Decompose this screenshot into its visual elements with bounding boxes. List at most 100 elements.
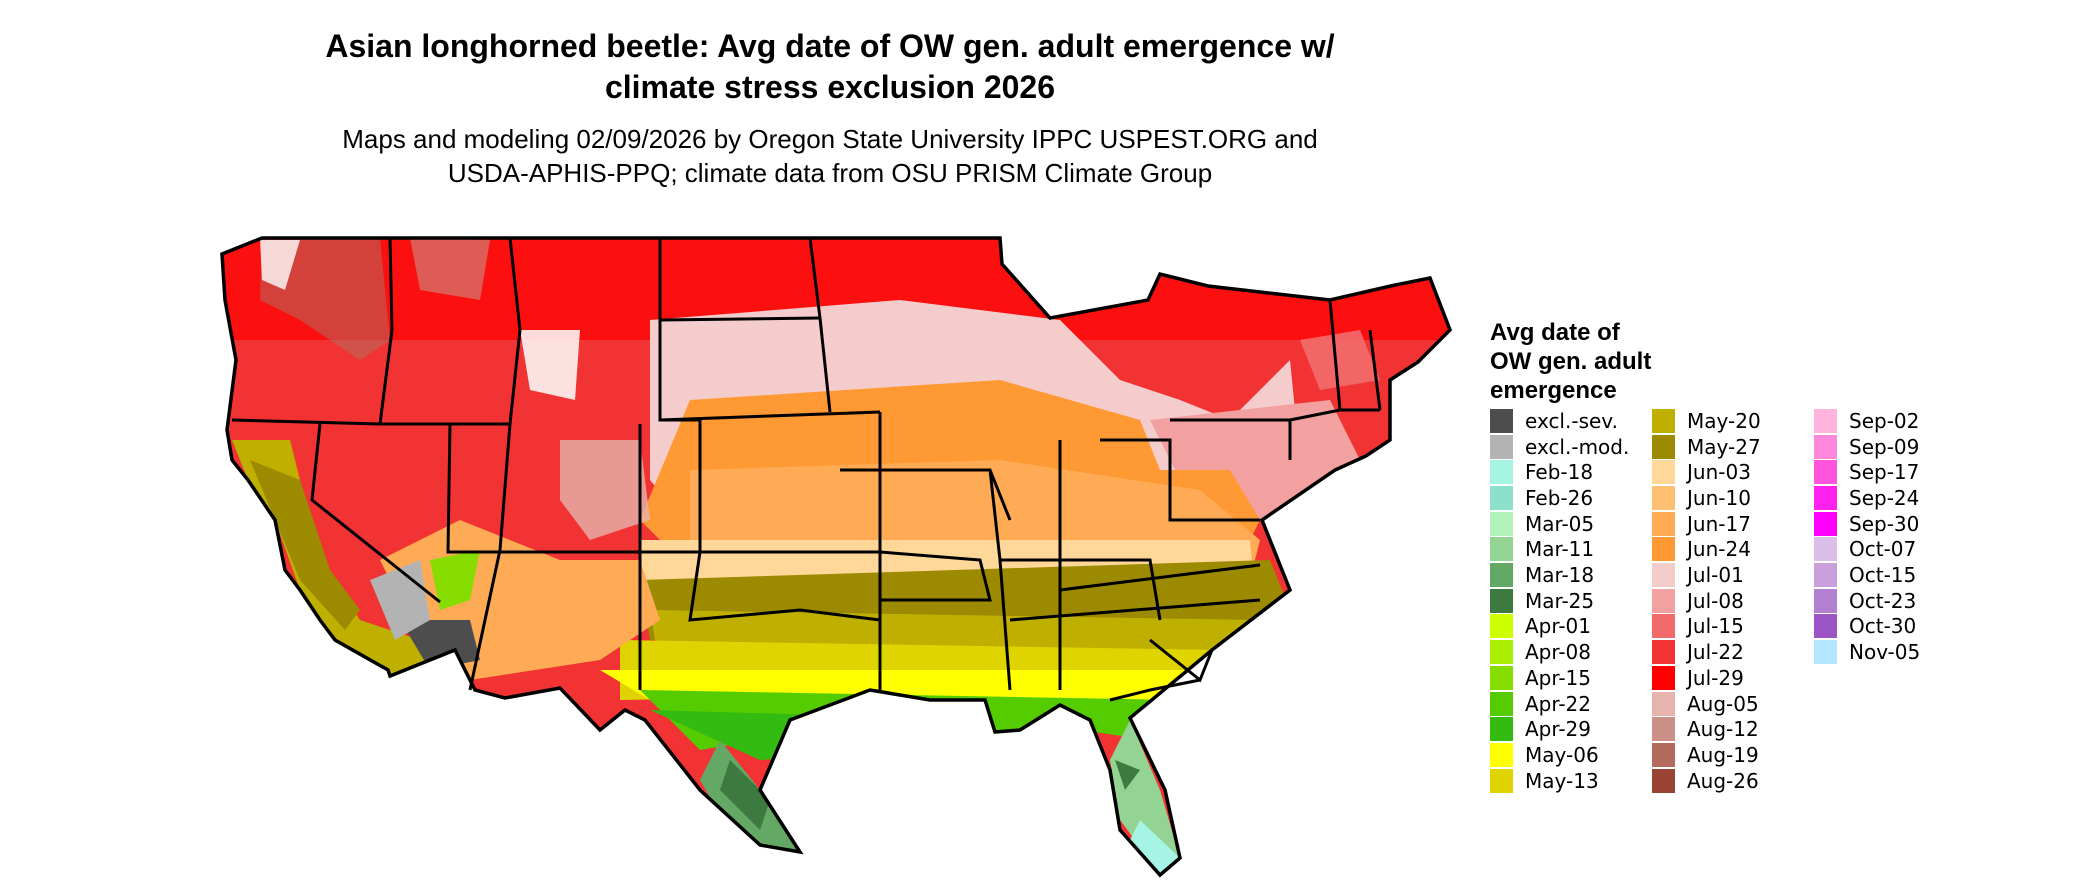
legend-label: Jun-17 xyxy=(1687,511,1751,536)
legend-item: Sep-24 xyxy=(1814,485,1919,511)
legend-item: excl.-mod. xyxy=(1490,434,1629,460)
legend-label: Apr-29 xyxy=(1525,717,1591,742)
legend-item: May-13 xyxy=(1490,768,1599,794)
legend-label: Sep-17 xyxy=(1849,460,1920,485)
legend-item: Apr-22 xyxy=(1490,691,1591,717)
legend-item: Jun-24 xyxy=(1652,537,1751,563)
legend-item: Jul-29 xyxy=(1652,665,1744,691)
legend-swatch xyxy=(1814,614,1837,639)
legend-swatch xyxy=(1814,408,1837,433)
legend-item: Apr-08 xyxy=(1490,639,1591,665)
legend-swatch xyxy=(1490,640,1513,665)
state-boundaries xyxy=(220,236,1453,878)
legend-label: excl.-sev. xyxy=(1525,408,1618,433)
legend-label: Mar-05 xyxy=(1525,511,1595,536)
legend-label: Jul-29 xyxy=(1687,665,1744,690)
legend-swatch xyxy=(1490,511,1513,536)
map-legend: Avg date of OW gen. adult emergence excl… xyxy=(1490,318,1920,793)
legend-label: Oct-30 xyxy=(1849,614,1917,639)
legend-item: Feb-18 xyxy=(1490,459,1593,485)
legend-swatch xyxy=(1490,768,1513,793)
legend-swatch xyxy=(1490,588,1513,613)
legend-label: Oct-23 xyxy=(1849,588,1917,613)
legend-item: Jul-01 xyxy=(1652,562,1744,588)
legend-swatch xyxy=(1652,408,1675,433)
legend-swatch xyxy=(1490,691,1513,716)
legend-title: Avg date of OW gen. adult emergence xyxy=(1490,319,1652,404)
legend-label: Jun-03 xyxy=(1687,460,1751,485)
legend-label: Aug-19 xyxy=(1687,742,1759,767)
legend-label: Apr-15 xyxy=(1525,665,1591,690)
legend-swatch xyxy=(1490,563,1513,588)
legend-label: Nov-05 xyxy=(1849,640,1921,665)
legend-label: Apr-22 xyxy=(1525,691,1591,716)
legend-swatch xyxy=(1652,640,1675,665)
legend-item: Mar-25 xyxy=(1490,588,1594,614)
legend-label: Aug-05 xyxy=(1687,691,1759,716)
legend-swatch xyxy=(1490,408,1513,433)
legend-label: Jul-15 xyxy=(1687,614,1744,639)
legend-label: Feb-26 xyxy=(1525,485,1594,510)
legend-swatch xyxy=(1652,434,1675,459)
legend-swatch xyxy=(1814,640,1837,665)
legend-swatch xyxy=(1490,742,1513,767)
map-title-line-2: climate stress exclusion 2026 xyxy=(604,69,1056,105)
legend-item: Feb-26 xyxy=(1490,485,1593,511)
legend-item: Jun-10 xyxy=(1652,485,1751,511)
legend-swatch xyxy=(1490,434,1513,459)
legend-swatch xyxy=(1814,460,1837,485)
legend-label: Jul-08 xyxy=(1687,588,1744,613)
legend-item: Oct-15 xyxy=(1814,562,1916,588)
legend-label: Oct-15 xyxy=(1849,563,1917,588)
legend-label: excl.-mod. xyxy=(1525,434,1630,459)
legend-item: Jun-03 xyxy=(1652,459,1751,485)
legend-swatch xyxy=(1814,485,1837,510)
legend-item: Sep-30 xyxy=(1814,511,1919,537)
legend-item: Apr-15 xyxy=(1490,665,1591,691)
legend-swatch xyxy=(1652,768,1675,793)
legend-item: Nov-05 xyxy=(1814,639,1920,665)
legend-label: Sep-09 xyxy=(1849,434,1920,459)
legend-swatch xyxy=(1490,460,1513,485)
legend-swatch xyxy=(1652,511,1675,536)
map-subtitle: Maps and modeling 02/09/2026 by Oregon S… xyxy=(170,122,1490,190)
legend-item: May-27 xyxy=(1652,434,1761,460)
legend-label: Sep-24 xyxy=(1849,485,1920,510)
legend-item: Jul-22 xyxy=(1652,639,1744,665)
legend-label: Aug-26 xyxy=(1687,768,1759,793)
legend-item: Jun-17 xyxy=(1652,511,1751,537)
legend-label: May-20 xyxy=(1687,408,1761,433)
legend-label: Apr-08 xyxy=(1525,640,1591,665)
legend-swatch xyxy=(1652,537,1675,562)
legend-item: Aug-26 xyxy=(1652,768,1759,794)
legend-label: Jun-24 xyxy=(1687,537,1751,562)
legend-label: Apr-01 xyxy=(1525,614,1591,639)
legend-item: Sep-02 xyxy=(1814,408,1919,434)
legend-item: Oct-23 xyxy=(1814,588,1916,614)
legend-swatch xyxy=(1490,537,1513,562)
legend-label: Jul-22 xyxy=(1687,640,1744,665)
legend-item: Jul-15 xyxy=(1652,614,1744,640)
map-subtitle-line-1: Maps and modeling 02/09/2026 by Oregon S… xyxy=(342,124,1318,154)
legend-swatch xyxy=(1652,588,1675,613)
legend-item: Jul-08 xyxy=(1652,588,1744,614)
legend-item: May-06 xyxy=(1490,742,1599,768)
map-title: Asian longhorned beetle: Avg date of OW … xyxy=(170,26,1490,108)
legend-item: Apr-29 xyxy=(1490,716,1591,742)
legend-item: May-20 xyxy=(1652,408,1761,434)
legend-swatch xyxy=(1814,588,1837,613)
legend-swatch xyxy=(1814,511,1837,536)
legend-label: Mar-18 xyxy=(1525,563,1595,588)
legend-label: Sep-02 xyxy=(1849,408,1920,433)
legend-label: Sep-30 xyxy=(1849,511,1920,536)
legend-item: Oct-30 xyxy=(1814,614,1916,640)
map-title-line-1: Asian longhorned beetle: Avg date of OW … xyxy=(325,28,1335,64)
legend-label: Mar-11 xyxy=(1525,537,1595,562)
legend-swatch xyxy=(1814,537,1837,562)
legend-swatch xyxy=(1652,460,1675,485)
legend-item: Sep-09 xyxy=(1814,434,1919,460)
legend-item: Aug-12 xyxy=(1652,716,1759,742)
legend-item: excl.-sev. xyxy=(1490,408,1618,434)
map-subtitle-line-2: USDA-APHIS-PPQ; climate data from OSU PR… xyxy=(447,158,1213,188)
legend-swatch xyxy=(1490,485,1513,510)
